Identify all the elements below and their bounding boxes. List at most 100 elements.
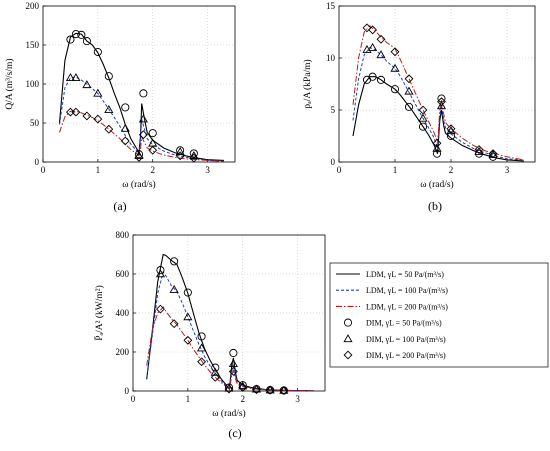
- legend-swatch-circle: [343, 318, 353, 327]
- data-point-triangle: [183, 312, 193, 321]
- legend: LDM, γL = 50 Pa/(m³/s) LDM, γL = 100 Pa/(…: [329, 262, 549, 368]
- data-point-diamond: [189, 153, 199, 163]
- data-point-triangle: [169, 284, 179, 293]
- data-point-diamond: [148, 145, 158, 155]
- data-point-triangle: [82, 80, 92, 89]
- legend-entry-label: LDM, γL = 200 Pa/(m³/s): [366, 302, 448, 311]
- data-point-triangle: [120, 123, 130, 132]
- data-point-triangle: [418, 113, 428, 122]
- data-point-triangle: [210, 367, 220, 376]
- data-point-triangle: [368, 42, 378, 51]
- x-tick-label: 3: [295, 394, 300, 404]
- data-point-circle: [183, 288, 192, 297]
- x-axis-label: ω (rad/s): [122, 179, 155, 190]
- data-point-diamond: [197, 357, 207, 367]
- series-line-1: [58, 32, 225, 161]
- data-point-diamond: [120, 136, 130, 146]
- y-tick-label: 15: [326, 1, 336, 11]
- data-point-circle: [189, 149, 198, 158]
- legend-entry-label: LDM, γL = 100 Pa/(m³/s): [366, 286, 448, 295]
- data-point-triangle: [404, 86, 414, 95]
- y-tick-label: 600: [116, 269, 130, 279]
- data-point-diamond: [224, 384, 234, 394]
- x-tick-label: 1: [96, 165, 101, 175]
- y-tick-label: 50: [30, 118, 40, 128]
- data-point-triangle: [228, 358, 238, 367]
- y-axis-label: Q/A (m³/s/m): [4, 58, 15, 109]
- data-point-diamond: [93, 114, 103, 124]
- data-point-diamond: [65, 107, 75, 117]
- data-point-triangle: [175, 147, 185, 156]
- data-point-circle: [404, 102, 414, 111]
- data-point-diamond: [169, 319, 179, 329]
- x-axis-label: ω (rad/s): [420, 179, 453, 190]
- data-point-diamond: [82, 111, 92, 121]
- data-point-diamond: [134, 152, 144, 162]
- chart-panel-3: 0 1 2 3 0 200 400 600 800 ω (rad/s) P̄ₐ/A² (kW/m²)…: [93, 230, 549, 440]
- data-point-diamond: [368, 25, 378, 35]
- data-point-circle: [71, 30, 80, 39]
- data-point-diamond: [437, 97, 446, 107]
- panel-label: (b): [428, 199, 442, 213]
- x-tick-label: 2: [150, 165, 155, 175]
- x-tick-label: 3: [505, 165, 510, 175]
- data-point-diamond: [446, 124, 456, 134]
- data-point-circle: [211, 363, 220, 372]
- data-point-diamond: [238, 383, 248, 392]
- legend-entry-label: DIM, γL = 100 Pa/(m³/s): [366, 335, 446, 344]
- y-tick-label: 5: [331, 105, 336, 115]
- data-point-circle: [66, 35, 75, 44]
- y-tick-label: 0: [125, 386, 130, 396]
- data-point-triangle: [104, 105, 114, 114]
- x-tick-label: 0: [41, 165, 46, 175]
- data-point-circle: [197, 332, 206, 341]
- y-tick-label: 0: [331, 157, 336, 167]
- x-tick-label: 1: [393, 165, 398, 175]
- data-point-diamond: [71, 107, 81, 117]
- legend-swatch-triangle: [343, 334, 353, 343]
- data-point-circle: [121, 103, 130, 112]
- series-line-3: [59, 110, 225, 162]
- y-tick-label: 150: [26, 40, 40, 50]
- panel-label: (a): [113, 199, 126, 213]
- y-tick-label: 200: [26, 1, 40, 11]
- data-point-diamond: [362, 23, 372, 33]
- y-tick-label: 100: [26, 79, 40, 89]
- data-point-triangle: [189, 151, 199, 160]
- data-point-circle: [82, 37, 91, 46]
- legend-entry-label: LDM, γL = 50 Pa/(m³/s): [366, 270, 444, 279]
- data-point-diamond: [183, 335, 193, 345]
- data-point-triangle: [436, 101, 447, 110]
- data-point-diamond: [228, 367, 238, 376]
- data-point-diamond: [138, 130, 148, 140]
- data-point-triangle: [93, 88, 103, 97]
- y-tick-label: 10: [326, 53, 336, 63]
- x-tick-label: 0: [131, 394, 136, 404]
- data-point-diamond: [404, 74, 414, 84]
- legend-swatch-diamond: [343, 350, 353, 360]
- data-point-diamond: [488, 149, 498, 159]
- legend-entry-label: DIM, γL = 200 Pa/(m³/s): [366, 351, 446, 360]
- data-point-circle: [148, 129, 157, 138]
- x-tick-label: 2: [240, 394, 245, 404]
- data-point-circle: [93, 47, 102, 57]
- data-point-triangle: [390, 63, 400, 72]
- data-point-circle: [368, 72, 377, 81]
- series-line-3: [146, 306, 314, 392]
- plot-frame: [338, 5, 536, 163]
- y-tick-label: 0: [35, 157, 40, 167]
- chart-panel-2: 0 1 2 3 0 5 10 15 ω (rad/s) pₐ/A (kPa/m) (b): [302, 1, 536, 213]
- data-point-diamond: [376, 34, 386, 44]
- data-point-triangle: [265, 385, 275, 394]
- chart-panel-1: 0 1 2 3 0 50 100 150 200 ω (rad/s) Q/A (m³/s/m) (a): [4, 1, 236, 213]
- data-point-diamond: [432, 138, 442, 148]
- data-point-diamond: [155, 304, 165, 314]
- legend-frame: [329, 262, 549, 368]
- y-axis-label: P̄ₐ/A² (kW/m²): [93, 285, 105, 341]
- data-point-circle: [176, 146, 185, 155]
- data-point-circle: [432, 149, 442, 158]
- data-point-circle: [156, 266, 165, 275]
- data-point-triangle: [155, 269, 166, 278]
- data-point-triangle: [71, 73, 81, 82]
